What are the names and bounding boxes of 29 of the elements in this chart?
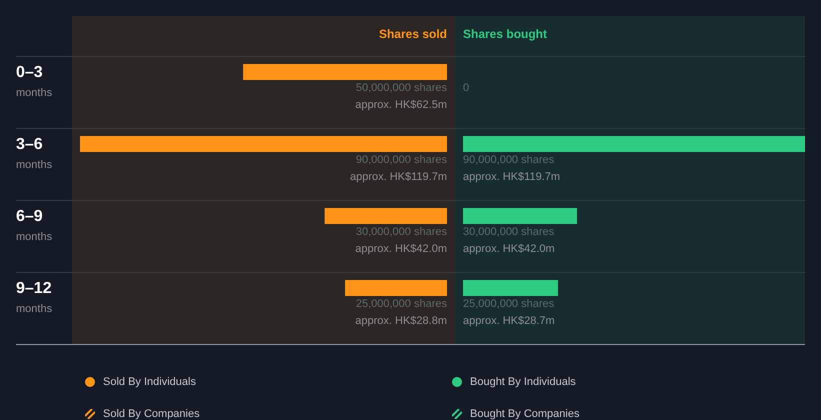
y-tick-label: 3–6 months (16, 136, 53, 171)
legend-label: Sold By Companies (103, 408, 200, 420)
legend-label: Bought By Companies (470, 408, 580, 420)
chart-title: Shares sold (378, 27, 447, 41)
bar (243, 64, 447, 80)
annotation: approx. HK$28.7m (463, 315, 555, 327)
data-label: 25,000,000 shares (463, 298, 555, 310)
annotation: approx. HK$62.5m (355, 99, 447, 111)
legend-label: Sold By Individuals (103, 376, 196, 388)
data-label: 25,000,000 shares (356, 298, 448, 310)
data-label: 90,000,000 shares (356, 154, 448, 166)
bar (345, 280, 447, 296)
data-label: 50,000,000 shares (356, 82, 448, 94)
annotation: approx. HK$42.0m (355, 243, 447, 255)
annotation: approx. HK$119.7m (463, 171, 560, 183)
data-label: 30,000,000 shares (356, 226, 448, 238)
annotation: approx. HK$42.0m (463, 243, 555, 255)
y-tick-label: 0–3 months (16, 64, 53, 99)
y-tick-label: 6–9 months (16, 208, 53, 243)
data-label: 30,000,000 shares (463, 226, 555, 238)
y-tick-label: 9–12 months (16, 280, 53, 315)
bar (324, 208, 447, 224)
annotation: approx. HK$119.7m (350, 171, 447, 183)
text: Shares bought (463, 27, 548, 41)
bar (80, 136, 447, 152)
legend-label: Bought By Individuals (470, 376, 576, 388)
data-label: 90,000,000 shares (463, 154, 555, 166)
data-label: 0 (463, 82, 470, 94)
annotation: approx. HK$28.8m (355, 315, 447, 327)
